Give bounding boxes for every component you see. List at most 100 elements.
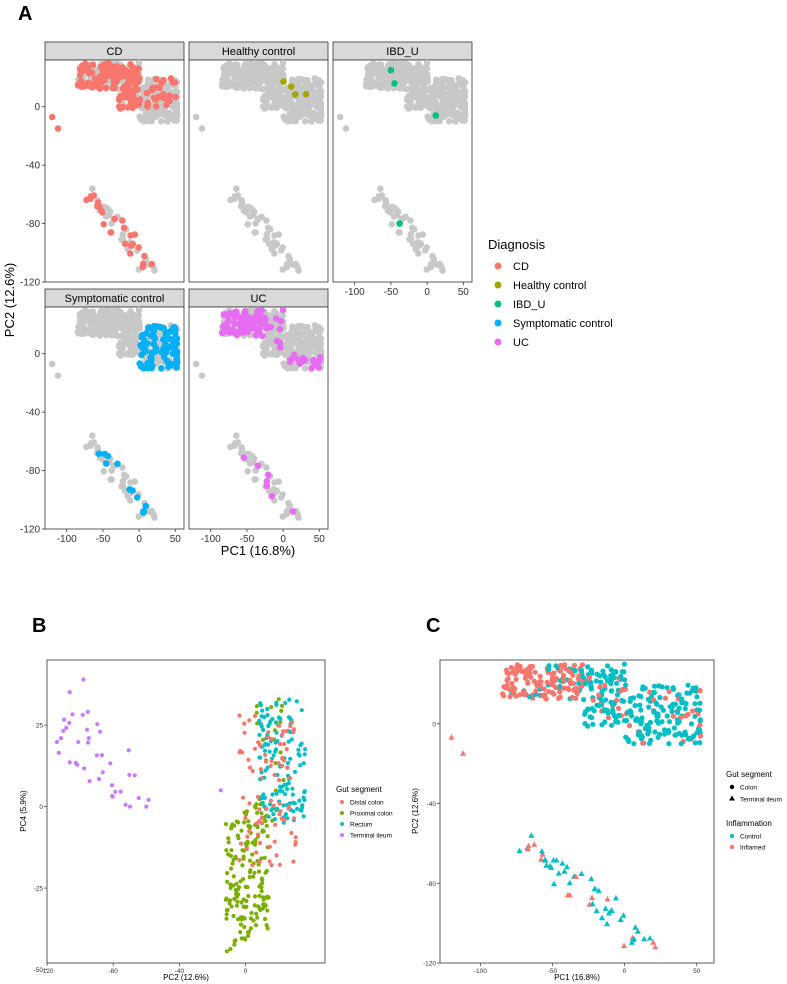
point-symptomatic bbox=[104, 452, 112, 460]
point-inflamed-ileum bbox=[538, 856, 545, 862]
point-distal-colon bbox=[269, 758, 274, 764]
point-distal-colon bbox=[280, 763, 285, 769]
point-proximal-colon bbox=[265, 834, 270, 839]
point-distal-colon bbox=[277, 812, 282, 817]
point-background bbox=[145, 508, 153, 515]
point-inflamed-colon bbox=[508, 664, 514, 671]
point-inflamed-ileum bbox=[525, 842, 532, 849]
point-background bbox=[248, 452, 256, 460]
point-terminal-ileum bbox=[75, 762, 80, 767]
point-rectum bbox=[294, 699, 299, 704]
point-proximal-colon bbox=[266, 895, 271, 900]
point-distal-colon bbox=[254, 821, 259, 826]
point-background bbox=[109, 331, 117, 338]
point-terminal-ileum bbox=[127, 772, 132, 778]
point-ibdu bbox=[432, 112, 440, 119]
facet-uc: UC bbox=[188, 288, 329, 530]
point-proximal-colon bbox=[278, 750, 283, 755]
point-cd bbox=[48, 113, 56, 121]
panel-label-b: B bbox=[32, 615, 46, 637]
point-inflamed-colon bbox=[537, 673, 543, 680]
point-cd bbox=[99, 209, 106, 216]
point-background bbox=[233, 432, 240, 440]
point-inflamed-colon bbox=[596, 692, 602, 698]
point-inflamed-colon bbox=[521, 692, 528, 698]
legend-label-distal: Distal colon bbox=[350, 800, 384, 807]
point-distal-colon bbox=[254, 850, 259, 855]
point-control-ileum bbox=[561, 868, 568, 874]
point-healthy bbox=[291, 91, 299, 98]
point-background bbox=[308, 118, 315, 125]
x-tick-label: -50 bbox=[548, 968, 558, 975]
point-rectum bbox=[290, 792, 295, 797]
legend-key-ibdu bbox=[494, 300, 502, 308]
point-control-ileum bbox=[602, 905, 609, 911]
point-cd bbox=[88, 83, 95, 91]
point-terminal-ileum bbox=[123, 802, 128, 807]
point-background bbox=[76, 322, 84, 329]
point-background bbox=[108, 467, 115, 474]
point-symptomatic bbox=[133, 494, 141, 501]
point-proximal-colon bbox=[233, 855, 238, 860]
point-cd bbox=[148, 86, 156, 94]
point-control-colon bbox=[589, 715, 595, 721]
point-background bbox=[258, 213, 265, 221]
point-ibdu bbox=[387, 66, 395, 74]
point-background bbox=[252, 220, 259, 227]
point-background bbox=[86, 316, 93, 323]
point-inflamed-colon bbox=[557, 668, 564, 674]
point-inflamed-colon bbox=[507, 694, 513, 700]
point-control-colon bbox=[611, 701, 617, 707]
point-inflamed-colon bbox=[558, 662, 564, 668]
point-background bbox=[281, 361, 289, 369]
point-cd bbox=[148, 260, 156, 268]
point-background bbox=[289, 261, 297, 268]
point-inflamed-colon bbox=[566, 686, 572, 693]
point-terminal-ileum bbox=[126, 748, 131, 753]
point-inflamed-ileum bbox=[448, 734, 455, 740]
point-control-colon bbox=[582, 681, 588, 687]
point-rectum bbox=[300, 803, 305, 808]
point-control-colon bbox=[664, 685, 670, 691]
point-inflamed-colon bbox=[553, 684, 559, 691]
point-distal-colon bbox=[250, 768, 255, 774]
facet-ibdu: IBD_U bbox=[332, 41, 473, 283]
point-control-colon bbox=[687, 735, 693, 741]
point-proximal-colon bbox=[263, 818, 268, 824]
point-cd bbox=[115, 96, 123, 104]
point-background bbox=[302, 118, 309, 125]
point-inflamed-colon bbox=[505, 676, 511, 682]
legend-label-cd: CD bbox=[513, 261, 529, 273]
x-tick-label: 0 bbox=[280, 534, 286, 545]
point-background bbox=[451, 110, 458, 117]
point-terminal-ileum bbox=[144, 804, 149, 809]
point-background bbox=[74, 328, 82, 336]
point-background bbox=[249, 211, 257, 219]
x-tick-label: -100 bbox=[474, 968, 487, 975]
point-cd bbox=[123, 72, 131, 80]
point-background bbox=[105, 211, 113, 219]
point-inflamed-colon bbox=[678, 714, 684, 721]
point-distal-colon bbox=[264, 806, 269, 811]
point-background bbox=[425, 114, 433, 122]
point-background bbox=[263, 464, 270, 471]
point-background bbox=[413, 102, 421, 109]
point-distal-colon bbox=[237, 750, 242, 755]
point-rectum bbox=[298, 743, 303, 748]
point-terminal-ileum bbox=[113, 789, 118, 794]
point-proximal-colon bbox=[254, 911, 259, 916]
point-symptomatic bbox=[95, 450, 103, 458]
point-symptomatic bbox=[150, 327, 158, 335]
point-control-colon bbox=[654, 713, 660, 719]
point-rectum bbox=[295, 806, 300, 811]
legend-key-rectum bbox=[340, 822, 344, 826]
point-background bbox=[413, 64, 420, 72]
point-inflamed-colon bbox=[538, 683, 544, 690]
point-control-ileum bbox=[634, 928, 641, 934]
point-control-colon bbox=[697, 700, 703, 706]
point-uc bbox=[277, 344, 284, 351]
point-proximal-colon bbox=[227, 901, 232, 906]
point-inflamed-colon bbox=[541, 686, 547, 692]
point-distal-colon bbox=[276, 761, 281, 766]
point-distal-colon bbox=[268, 798, 273, 803]
